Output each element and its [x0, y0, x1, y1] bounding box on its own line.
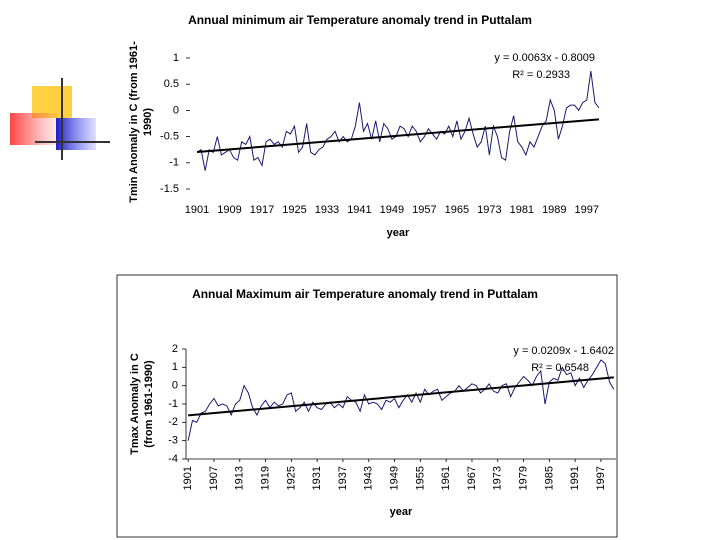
- x-tick-label: 1949: [380, 204, 404, 216]
- y-axis-label: Tmax Anomaly in C (from 1961-1990): [129, 353, 155, 455]
- chart-frame: [116, 274, 618, 538]
- chart-title: Annual minimum air Temperature anomaly t…: [188, 13, 532, 27]
- x-tick-label: 1965: [445, 204, 469, 216]
- trend-equation: y = 0.0209x - 1.6402: [513, 345, 614, 357]
- y-tick-label: -1: [168, 398, 178, 410]
- y-tick-label: 0: [172, 380, 178, 392]
- x-tick-label: 1909: [217, 204, 241, 216]
- x-tick-label: 1973: [492, 466, 504, 490]
- x-tick-label: 1961: [440, 466, 452, 490]
- x-tick-label: 1933: [315, 204, 339, 216]
- x-tick-label: 1981: [510, 204, 534, 216]
- x-tick-label: 1955: [414, 466, 426, 490]
- x-axis-label: year: [390, 506, 413, 518]
- x-tick-label: 1967: [466, 466, 478, 490]
- trend-line: [196, 118, 600, 154]
- y-axis-label: Tmin Anomaly in C (from 1961-1990): [128, 41, 154, 203]
- x-tick-label: 1931: [311, 466, 323, 490]
- y-tick-label: -3: [168, 435, 178, 447]
- data-line: [196, 71, 600, 171]
- x-tick-label: 1943: [363, 466, 375, 490]
- x-tick-label: 1913: [234, 466, 246, 490]
- data-line: [187, 359, 615, 441]
- trend-r2: R² = 0.2933: [512, 69, 570, 81]
- trend-equation: y = 0.0063x - 0.8009: [494, 52, 595, 64]
- y-tick-label: 2: [172, 343, 178, 355]
- x-tick-label: 1941: [347, 204, 371, 216]
- x-tick-label: 1901: [185, 204, 209, 216]
- trend-r2: R² = 0.6548: [531, 362, 589, 374]
- x-tick-label: 1925: [285, 466, 297, 490]
- deco-yellow: [32, 86, 72, 118]
- y-tick-label: 0.5: [164, 78, 179, 90]
- x-tick-label: 1957: [412, 204, 436, 216]
- x-tick-label: 1937: [337, 466, 349, 490]
- x-tick-label: 1991: [569, 466, 581, 490]
- x-tick-label: 1989: [542, 204, 566, 216]
- x-tick-label: 1949: [388, 466, 400, 490]
- y-tick-label: 0: [173, 104, 179, 116]
- x-tick-label: 1973: [477, 204, 501, 216]
- x-axis-label: year: [387, 227, 410, 239]
- y-tick-label: 1: [172, 361, 178, 373]
- x-tick-label: 1985: [543, 466, 555, 490]
- y-tick-label: -2: [168, 416, 178, 428]
- x-tick-label: 1997: [575, 204, 599, 216]
- x-tick-label: 1925: [282, 204, 306, 216]
- chart-title: Annual Maximum air Temperature anomaly t…: [192, 287, 538, 301]
- x-tick-label: 1907: [208, 466, 220, 490]
- deco-red: [10, 113, 58, 145]
- x-tick-label: 1979: [517, 466, 529, 490]
- x-tick-label: 1917: [250, 204, 274, 216]
- y-tick-label: -0.5: [160, 131, 179, 143]
- y-tick-label: 1: [173, 52, 179, 64]
- y-tick-label: -1: [169, 157, 179, 169]
- x-tick-label: 1901: [182, 466, 194, 490]
- x-tick-label: 1997: [595, 466, 607, 490]
- x-tick-label: 1919: [259, 466, 271, 490]
- y-tick-label: -4: [168, 453, 178, 465]
- y-tick-label: -1.5: [160, 183, 179, 195]
- trend-line: [188, 376, 614, 417]
